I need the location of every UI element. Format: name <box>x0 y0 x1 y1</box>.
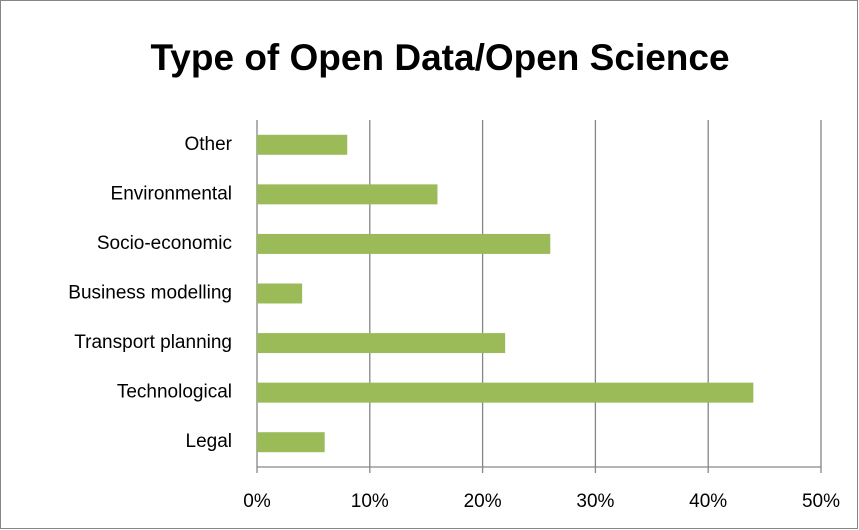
y-tick-label: Socio-economic <box>97 233 232 254</box>
bar <box>257 233 551 254</box>
x-tick-label: 0% <box>243 491 271 512</box>
bar <box>257 184 438 205</box>
y-tick-label: Transport planning <box>74 332 232 353</box>
x-tick-label: 20% <box>464 491 502 512</box>
bar <box>257 333 506 354</box>
y-tick-label: Legal <box>186 431 233 452</box>
y-tick-label: Other <box>184 134 232 155</box>
x-tick-label: 40% <box>689 491 727 512</box>
bar <box>257 134 348 155</box>
x-tick-label: 50% <box>802 491 840 512</box>
bar <box>257 432 325 453</box>
bar <box>257 382 754 403</box>
x-tick-label: 30% <box>576 491 614 512</box>
x-tick-label: 10% <box>351 491 389 512</box>
chart-title: Type of Open Data/Open Science <box>150 37 729 78</box>
y-tick-label: Technological <box>117 382 232 403</box>
bar <box>257 283 303 304</box>
y-tick-label: Environmental <box>111 183 232 204</box>
y-tick-label: Business modelling <box>68 283 232 304</box>
